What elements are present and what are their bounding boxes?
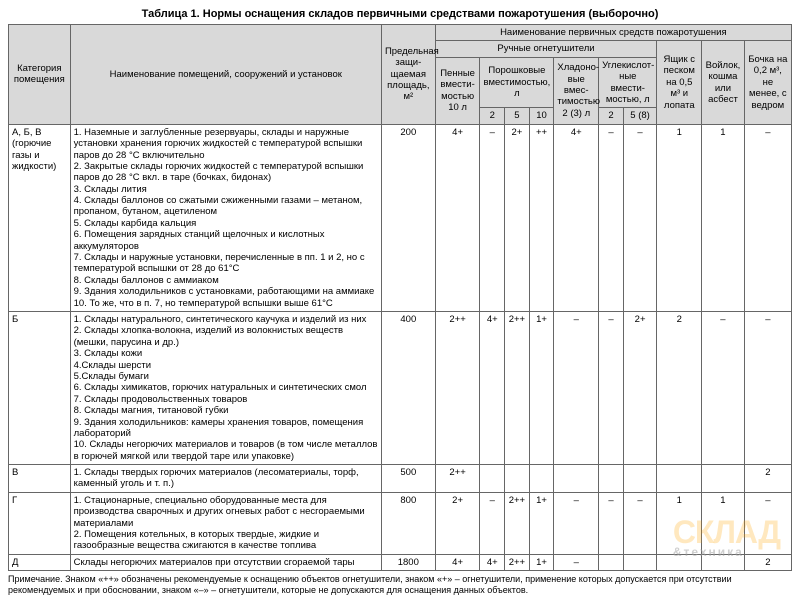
- th-powder: Порошковые вместимос­тью, л: [480, 57, 554, 108]
- cell-hlad: –: [554, 492, 599, 554]
- th-felt: Войлок, кошма или асбест: [702, 41, 745, 124]
- cell-p2: 4+: [480, 311, 505, 464]
- cell-barrel: –: [744, 492, 791, 554]
- cell-cat: В: [9, 465, 71, 493]
- cell-cat: Д: [9, 554, 71, 570]
- cell-felt: –: [702, 311, 745, 464]
- cell-c2: –: [599, 492, 624, 554]
- cell-sand: 2: [657, 311, 702, 464]
- table-row: Б1. Склады натурального, синтетического …: [9, 311, 792, 464]
- cell-area: 400: [381, 311, 435, 464]
- table-row: ДСклады негорючих материалов при отсутст…: [9, 554, 792, 570]
- footnote: Примечание. Знаком «++» обозначены реком…: [8, 574, 792, 596]
- cell-felt: 1: [702, 492, 745, 554]
- th-barrel: Бочка на 0,2 м³, не менее, с ведром: [744, 41, 791, 124]
- th-p2: 2: [480, 108, 505, 124]
- table-row: Г1. Стационарные, специально оборудованн…: [9, 492, 792, 554]
- cell-c58: [623, 554, 657, 570]
- cell-barrel: –: [744, 311, 791, 464]
- cell-p10: 1+: [529, 492, 554, 554]
- th-p5: 5: [505, 108, 530, 124]
- cell-p10: ++: [529, 124, 554, 311]
- th-category: Категория помещения: [9, 25, 71, 125]
- th-p10: 10: [529, 108, 554, 124]
- cell-sand: [657, 465, 702, 493]
- cell-desc: 1. Наземные и заглубленные резервуары, с…: [70, 124, 381, 311]
- cell-cat: Г: [9, 492, 71, 554]
- th-c2: 2: [599, 108, 624, 124]
- cell-hlad: 4+: [554, 124, 599, 311]
- cell-sand: [657, 554, 702, 570]
- cell-p5: 2++: [505, 311, 530, 464]
- cell-desc: Склады негорючих материалов при отсутств…: [70, 554, 381, 570]
- cell-c2: [599, 465, 624, 493]
- th-manual: Ручные огнетушители: [435, 41, 657, 57]
- th-c58: 5 (8): [623, 108, 657, 124]
- cell-hlad: [554, 465, 599, 493]
- th-area: Предельная защи­щаемая площадь, м²: [381, 25, 435, 125]
- cell-p2: [480, 465, 505, 493]
- th-penn: Пенные вмести­мостью 10 л: [435, 57, 480, 124]
- cell-p10: 1+: [529, 311, 554, 464]
- cell-area: 1800: [381, 554, 435, 570]
- cell-area: 200: [381, 124, 435, 311]
- cell-desc: 1. Склады твердых горючих материалов (ле…: [70, 465, 381, 493]
- cell-area: 500: [381, 465, 435, 493]
- cell-penn: 4+: [435, 124, 480, 311]
- cell-p2: –: [480, 492, 505, 554]
- cell-felt: 1: [702, 124, 745, 311]
- table-row: В1. Склады твердых горючих материалов (л…: [9, 465, 792, 493]
- cell-c2: –: [599, 311, 624, 464]
- cell-penn: 2+: [435, 492, 480, 554]
- cell-desc: 1. Стационарные, специально оборудованны…: [70, 492, 381, 554]
- cell-p5: 2+: [505, 124, 530, 311]
- cell-hlad: –: [554, 554, 599, 570]
- cell-p10: 1+: [529, 554, 554, 570]
- norms-table: Категория помещения Наименование помещен…: [8, 24, 792, 571]
- cell-c2: –: [599, 124, 624, 311]
- cell-cat: Б: [9, 311, 71, 464]
- cell-area: 800: [381, 492, 435, 554]
- cell-c58: –: [623, 124, 657, 311]
- cell-desc: 1. Склады натурального, синтетического к…: [70, 311, 381, 464]
- th-group: Наименование первичных средств пожаротуш…: [435, 25, 791, 41]
- cell-hlad: –: [554, 311, 599, 464]
- cell-penn: 4+: [435, 554, 480, 570]
- th-name: Наименование помещений, сооружений и уст…: [70, 25, 381, 125]
- th-hlad: Хладоно­вые вмес­тимостью 2 (3) л: [554, 57, 599, 124]
- cell-penn: 2++: [435, 311, 480, 464]
- th-sand: Ящик с песком на 0,5 м³ и лопата: [657, 41, 702, 124]
- cell-sand: 1: [657, 492, 702, 554]
- cell-c2: [599, 554, 624, 570]
- cell-p5: 2++: [505, 492, 530, 554]
- cell-p2: 4+: [480, 554, 505, 570]
- cell-c58: –: [623, 492, 657, 554]
- th-co2: Углекислот­ные вмести­мостью, л: [599, 57, 657, 108]
- cell-sand: 1: [657, 124, 702, 311]
- cell-p5: 2++: [505, 554, 530, 570]
- cell-felt: [702, 554, 745, 570]
- cell-c58: 2+: [623, 311, 657, 464]
- cell-p5: [505, 465, 530, 493]
- page-title: Таблица 1. Нормы оснащения складов перви…: [8, 8, 792, 20]
- cell-penn: 2++: [435, 465, 480, 493]
- cell-barrel: –: [744, 124, 791, 311]
- cell-barrel: 2: [744, 465, 791, 493]
- cell-p2: –: [480, 124, 505, 311]
- cell-barrel: 2: [744, 554, 791, 570]
- cell-c58: [623, 465, 657, 493]
- cell-felt: [702, 465, 745, 493]
- cell-cat: А, Б, В (горючие газы и жидкости): [9, 124, 71, 311]
- cell-p10: [529, 465, 554, 493]
- table-row: А, Б, В (горючие газы и жидкости)1. Назе…: [9, 124, 792, 311]
